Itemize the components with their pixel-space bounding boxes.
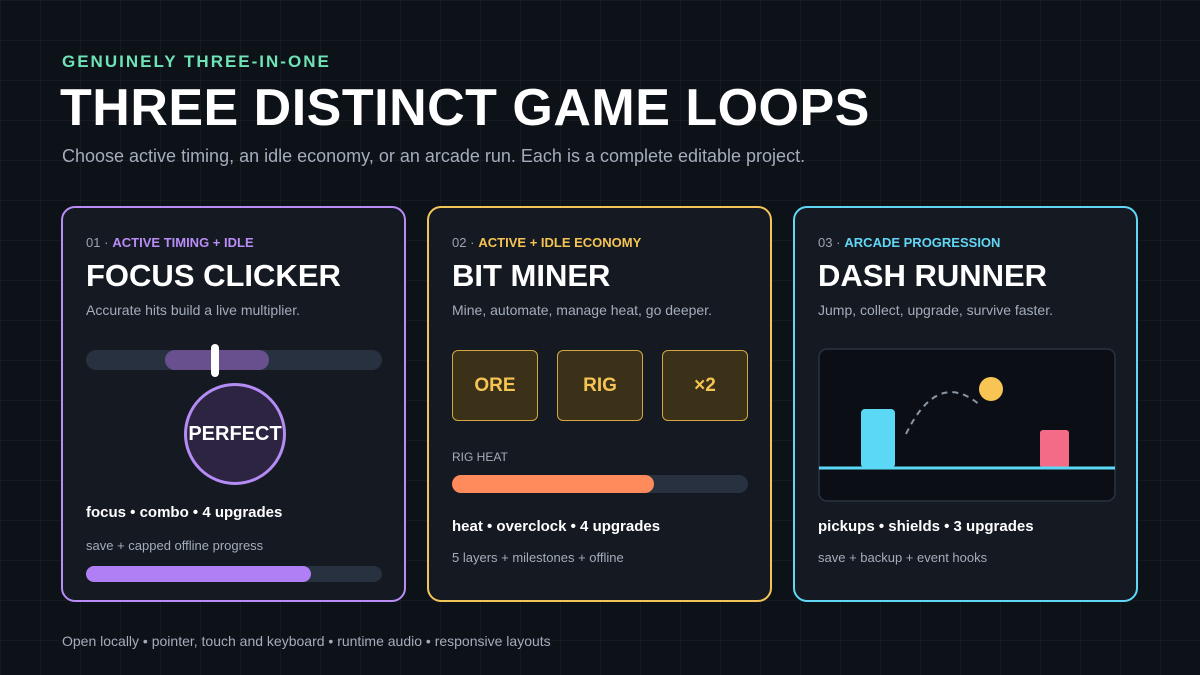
card-description: Mine, automate, manage heat, go deeper. — [452, 302, 712, 318]
card-title: BIT MINER — [452, 258, 611, 293]
card-number: 01 · — [86, 235, 109, 250]
card-note: save + backup + event hooks — [818, 550, 988, 565]
tile-button[interactable]: RIG — [557, 350, 643, 421]
card-tag: ACTIVE TIMING + IDLE — [112, 235, 254, 250]
hit-button[interactable]: PERFECT — [184, 383, 286, 485]
card-features: heat • overclock • 4 upgrades — [452, 518, 661, 535]
heat-fill — [452, 475, 654, 493]
card: 02 · ACTIVE + IDLE ECONOMY BIT MINER Mine… — [427, 206, 772, 602]
tile-button[interactable]: ×2 — [662, 350, 748, 421]
tile-button[interactable]: ORE — [452, 350, 538, 421]
card-description: Accurate hits build a live multiplier. — [86, 302, 300, 318]
card-tag: ACTIVE + IDLE ECONOMY — [478, 235, 642, 250]
footer: Open locally • pointer, touch and keyboa… — [62, 633, 551, 649]
card: 03 · ARCADE PROGRESSION DASH RUNNER Jump,… — [793, 206, 1138, 602]
timing-handle — [211, 344, 219, 377]
card-features: focus • combo • 4 upgrades — [86, 504, 283, 521]
card-description: Jump, collect, upgrade, survive faster. — [818, 302, 1053, 318]
card: 01 · ACTIVE TIMING + IDLE FOCUS CLICKER A… — [61, 206, 406, 602]
meter-label: RIG HEAT — [452, 450, 508, 464]
card-title: DASH RUNNER — [818, 258, 1048, 293]
card-number: 02 · — [452, 235, 475, 250]
player — [861, 409, 895, 468]
obstacle — [1040, 430, 1069, 468]
card-tag: ARCADE PROGRESSION — [844, 235, 1001, 250]
card-features: pickups • shields • 3 upgrades — [818, 518, 1034, 535]
card-note: 5 layers + milestones + offline — [452, 550, 624, 565]
progress-fill — [86, 566, 311, 582]
jump-arc — [905, 391, 982, 435]
subtitle: Choose active timing, an idle economy, o… — [62, 146, 806, 166]
card-label: 02 · ACTIVE + IDLE ECONOMY — [452, 235, 641, 250]
card-note: save + capped offline progress — [86, 538, 264, 553]
coin — [979, 377, 1003, 401]
title: THREE DISTINCT GAME LOOPS — [60, 79, 870, 137]
card-number: 03 · — [818, 235, 841, 250]
eyebrow: GENUINELY THREE-IN-ONE — [62, 52, 331, 71]
card-label: 01 · ACTIVE TIMING + IDLE — [86, 235, 254, 250]
card-title: FOCUS CLICKER — [86, 258, 341, 293]
card-label: 03 · ARCADE PROGRESSION — [818, 235, 1000, 250]
game-preview — [818, 348, 1116, 502]
